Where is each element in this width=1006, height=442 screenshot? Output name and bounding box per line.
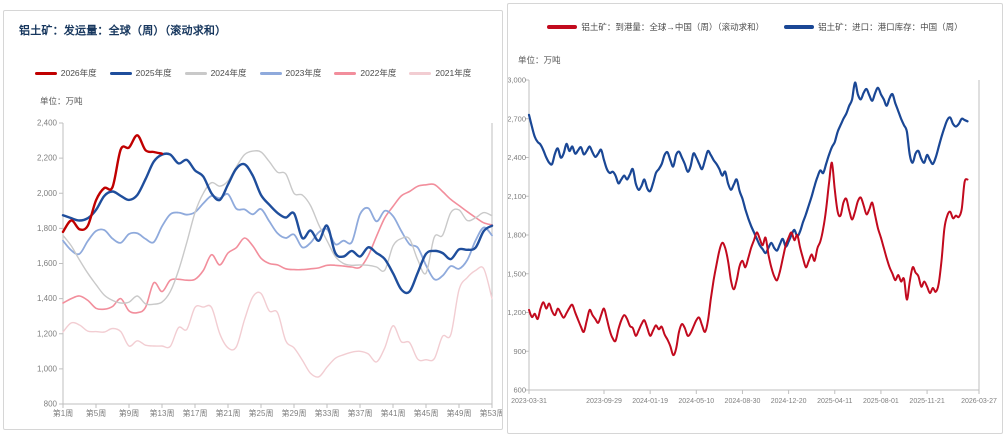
legend-label: 2022年度 [360, 68, 397, 78]
x-tick-label: 第5周 [86, 408, 106, 418]
x-tick-label: 2023-03-31 [511, 398, 547, 405]
x-tick-label: 第41周 [381, 408, 406, 418]
shipment-chart-panel: 铝土矿：发运量：全球（周）（滚动求和） 2026年度 2025年度 2024年度… [3, 10, 503, 430]
x-tick-label: 2024-12-20 [771, 398, 807, 405]
y-tick-label: 800 [44, 400, 58, 409]
y-tick-label: 2,400 [37, 119, 58, 128]
x-tick-label: 2025-11-21 [909, 398, 944, 405]
legend-swatch-2022 [334, 71, 357, 75]
legend-item-2025: 2025年度 [109, 67, 172, 79]
arrival-inventory-chart-panel: 铝土矿：到港量：全球→中国（周）（滚动求和） 铝土矿：进口：港口库存：中国（周）… [507, 3, 1003, 434]
legend-label: 2021年度 [435, 68, 472, 78]
series-line-0 [61, 134, 164, 234]
y-tick-label: 1,800 [37, 224, 58, 233]
x-tick-label: 第45周 [414, 408, 439, 418]
series-line-3 [62, 192, 493, 281]
x-tick-label: 2023-09-29 [586, 398, 622, 405]
y-tick-label: 2,700 [508, 114, 526, 123]
unit-label: 单位：万吨 [40, 96, 83, 106]
legend-item-2023: 2023年度 [259, 67, 322, 79]
legend-label: 铝土矿：到港量：全球→中国（周）（滚动求和） [581, 22, 765, 32]
y-tick-label: 1,200 [508, 308, 526, 317]
legend-label: 2024年度 [210, 68, 247, 78]
x-tick-label: 2024-08-30 [725, 398, 761, 405]
legend-item-2024: 2024年度 [184, 67, 247, 79]
legend-swatch-2024 [184, 71, 207, 75]
series-line-2 [62, 150, 493, 306]
y-tick-label: 900 [513, 347, 526, 356]
legend-label: 2025年度 [135, 68, 172, 78]
x-tick-label: 第1周 [53, 408, 73, 418]
series-line-0 [528, 161, 969, 357]
shipment-chart-canvas: 800 1,000 1,200 1,400 1,600 1,800 2,000 2,200 2,… [37, 119, 502, 419]
legend-item-arrivals: 铝土矿：到港量：全球→中国（周）（滚动求和） [547, 21, 764, 33]
arrival-inventory-chart-legend: 铝土矿：到港量：全球→中国（周）（滚动求和） 铝土矿：进口：港口库存：中国（周） [508, 21, 1002, 33]
y-tick-label: 1,400 [37, 294, 58, 303]
y-tick-label: 2,100 [508, 192, 526, 201]
x-tick-label: 第9周 [119, 408, 139, 418]
x-tick-label: 2024-01-19 [632, 398, 668, 405]
x-tick-label: 第33周 [315, 408, 340, 418]
legend-item-2026: 2026年度 [34, 67, 97, 79]
y-tick-label: 1,200 [37, 329, 58, 338]
series-line-1 [527, 81, 969, 255]
x-tick-label: 第13周 [150, 408, 175, 418]
x-tick-label: 第29周 [282, 408, 307, 418]
x-tick-label: 第17周 [183, 408, 208, 418]
legend-label: 2026年度 [60, 68, 97, 78]
x-tick-label: 2026-03-27 [961, 398, 997, 405]
y-tick-label: 1,600 [37, 259, 58, 268]
y-tick-label: 1,800 [508, 231, 526, 240]
series-line-4 [62, 183, 493, 314]
y-tick-label: 2,000 [37, 189, 58, 198]
legend-label: 铝土矿：进口：港口库存：中国（周） [818, 22, 963, 32]
y-tick-label: 1,000 [37, 364, 58, 373]
x-tick-label: 第49周 [447, 408, 472, 418]
series-line-1 [61, 152, 494, 295]
unit-label: 单位：万吨 [518, 55, 561, 65]
arrival-inventory-chart-canvas: 600 900 1,200 1,500 1,800 2,100 2,400 2,700 3,00… [508, 76, 997, 406]
legend-item-2022: 2022年度 [334, 67, 396, 79]
legend-label: 2023年度 [285, 68, 322, 78]
legend-swatch-2023 [259, 71, 282, 75]
legend-item-port-inventory: 铝土矿：进口：港口库存：中国（周） [784, 21, 963, 33]
shipment-chart-title: 铝土矿：发运量：全球（周）（滚动求和） [19, 25, 227, 37]
legend-swatch-arrivals [547, 25, 578, 29]
y-tick-label: 600 [513, 386, 526, 395]
x-tick-label: 2025-08-01 [863, 398, 899, 405]
series-line-5 [62, 266, 493, 378]
y-tick-label: 2,200 [37, 154, 58, 163]
x-tick-label: 2024-05-10 [678, 398, 714, 405]
x-tick-label: 第25周 [249, 408, 274, 418]
y-tick-label: 3,000 [508, 76, 526, 85]
y-tick-label: 1,500 [508, 269, 526, 278]
x-tick-label: 第37周 [348, 408, 373, 418]
y-tick-label: 2,400 [508, 153, 526, 162]
shipment-chart-legend: 2026年度 2025年度 2024年度 2023年度 2022年度 2021年… [4, 67, 502, 79]
legend-item-2021: 2021年度 [409, 67, 471, 79]
legend-swatch-port-inventory [784, 25, 815, 29]
legend-swatch-2021 [409, 71, 432, 75]
legend-swatch-2026 [34, 71, 57, 75]
x-tick-label: 2025-04-11 [817, 398, 852, 405]
x-tick-label: 第53周 [480, 408, 502, 418]
legend-swatch-2025 [109, 71, 132, 75]
x-tick-label: 第21周 [216, 408, 241, 418]
